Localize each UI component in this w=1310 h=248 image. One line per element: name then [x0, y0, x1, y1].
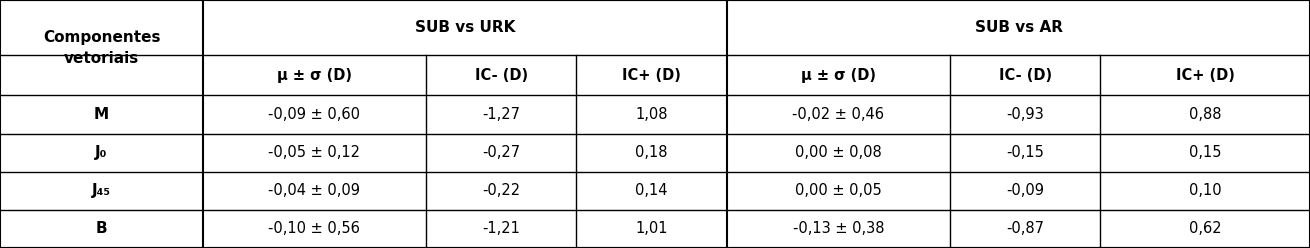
- Text: μ ± σ (D): μ ± σ (D): [800, 67, 876, 83]
- Text: J₄₅: J₄₅: [92, 183, 111, 198]
- Text: -0,05 ± 0,12: -0,05 ± 0,12: [269, 145, 360, 160]
- Text: -0,04 ± 0,09: -0,04 ± 0,09: [269, 183, 360, 198]
- Text: 1,08: 1,08: [635, 107, 668, 122]
- Text: 0,10: 0,10: [1189, 183, 1221, 198]
- Text: -1,27: -1,27: [482, 107, 520, 122]
- Text: -0,87: -0,87: [1006, 221, 1044, 236]
- Text: -0,13 ± 0,38: -0,13 ± 0,38: [793, 221, 884, 236]
- Text: IC+ (D): IC+ (D): [1176, 67, 1234, 83]
- Text: -0,09 ± 0,60: -0,09 ± 0,60: [269, 107, 360, 122]
- Text: SUB vs AR: SUB vs AR: [975, 20, 1062, 35]
- Text: -0,02 ± 0,46: -0,02 ± 0,46: [793, 107, 884, 122]
- Text: 0,15: 0,15: [1189, 145, 1221, 160]
- Text: -0,15: -0,15: [1006, 145, 1044, 160]
- Text: SUB vs URK: SUB vs URK: [415, 20, 515, 35]
- Text: 1,01: 1,01: [635, 221, 668, 236]
- Text: Componentes
vetoriais: Componentes vetoriais: [43, 30, 160, 66]
- Text: 0,62: 0,62: [1189, 221, 1221, 236]
- Text: B: B: [96, 221, 107, 236]
- Text: -0,22: -0,22: [482, 183, 520, 198]
- Text: 0,00 ± 0,08: 0,00 ± 0,08: [795, 145, 882, 160]
- Text: 0,18: 0,18: [635, 145, 668, 160]
- Text: -0,10 ± 0,56: -0,10 ± 0,56: [269, 221, 360, 236]
- Text: μ ± σ (D): μ ± σ (D): [276, 67, 352, 83]
- Text: M: M: [94, 107, 109, 122]
- Text: 0,14: 0,14: [635, 183, 668, 198]
- Text: IC- (D): IC- (D): [998, 67, 1052, 83]
- Text: 0,88: 0,88: [1189, 107, 1221, 122]
- Text: -0,27: -0,27: [482, 145, 520, 160]
- Text: IC+ (D): IC+ (D): [622, 67, 681, 83]
- Text: J₀: J₀: [96, 145, 107, 160]
- Text: 0,00 ± 0,05: 0,00 ± 0,05: [795, 183, 882, 198]
- Text: -0,09: -0,09: [1006, 183, 1044, 198]
- Text: IC- (D): IC- (D): [474, 67, 528, 83]
- Text: -0,93: -0,93: [1006, 107, 1044, 122]
- Text: -1,21: -1,21: [482, 221, 520, 236]
